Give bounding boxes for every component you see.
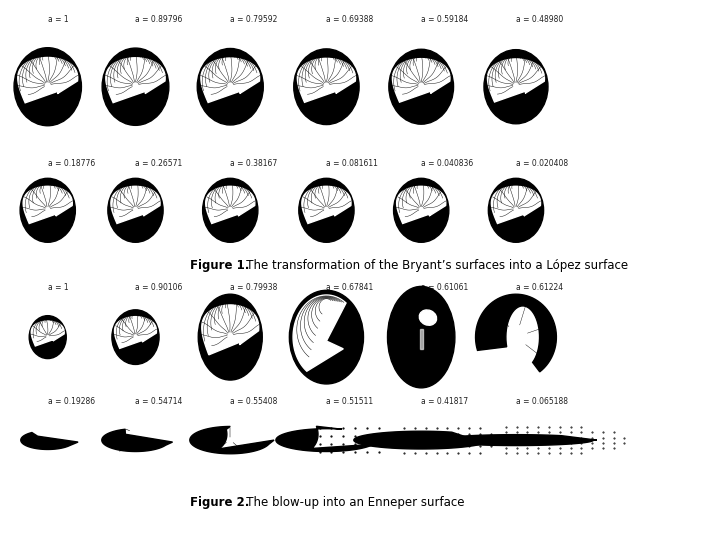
- Text: The blow-up into an Enneper surface: The blow-up into an Enneper surface: [235, 496, 465, 509]
- Polygon shape: [18, 57, 78, 103]
- Polygon shape: [190, 427, 274, 454]
- Text: a = 0.38167: a = 0.38167: [230, 159, 277, 169]
- Text: a = 0.61224: a = 0.61224: [516, 283, 563, 292]
- Ellipse shape: [389, 49, 453, 124]
- Ellipse shape: [197, 48, 263, 125]
- Text: a = 1: a = 1: [48, 283, 68, 292]
- Ellipse shape: [20, 178, 75, 242]
- Polygon shape: [475, 294, 557, 372]
- Text: a = 0.51511: a = 0.51511: [326, 397, 373, 406]
- Text: a = 0.020408: a = 0.020408: [516, 159, 568, 169]
- Polygon shape: [298, 59, 355, 102]
- Polygon shape: [354, 431, 492, 449]
- Text: a = 0.54714: a = 0.54714: [135, 397, 183, 406]
- Text: Figure 2.: Figure 2.: [190, 496, 249, 509]
- Polygon shape: [487, 59, 545, 102]
- Polygon shape: [111, 186, 160, 223]
- Polygon shape: [293, 295, 346, 371]
- Ellipse shape: [394, 178, 449, 242]
- Text: a = 1: a = 1: [48, 15, 68, 24]
- Polygon shape: [392, 59, 450, 102]
- Polygon shape: [397, 186, 446, 223]
- Text: a = 0.90106: a = 0.90106: [135, 283, 183, 292]
- Ellipse shape: [198, 294, 263, 380]
- Polygon shape: [491, 186, 541, 223]
- Ellipse shape: [102, 48, 169, 125]
- Text: a = 0.081611: a = 0.081611: [326, 159, 378, 169]
- Text: a = 0.79592: a = 0.79592: [230, 15, 277, 24]
- Polygon shape: [32, 321, 64, 346]
- Text: a = 0.41817: a = 0.41817: [421, 397, 468, 406]
- Polygon shape: [23, 186, 72, 223]
- Ellipse shape: [299, 178, 354, 242]
- Ellipse shape: [112, 310, 159, 364]
- Text: a = 0.61061: a = 0.61061: [421, 283, 468, 292]
- Text: a = 0.065188: a = 0.065188: [516, 397, 568, 406]
- Ellipse shape: [489, 178, 543, 242]
- Text: a = 0.040836: a = 0.040836: [421, 159, 473, 169]
- Ellipse shape: [14, 48, 81, 126]
- Polygon shape: [276, 426, 380, 451]
- Ellipse shape: [419, 310, 437, 325]
- Text: a = 0.69388: a = 0.69388: [326, 15, 373, 24]
- Text: Figure 1.: Figure 1.: [190, 259, 249, 272]
- Text: a = 0.59184: a = 0.59184: [421, 15, 468, 24]
- Polygon shape: [302, 186, 351, 223]
- Ellipse shape: [484, 50, 548, 124]
- Ellipse shape: [29, 315, 66, 359]
- Polygon shape: [21, 433, 78, 449]
- Polygon shape: [206, 186, 255, 223]
- Ellipse shape: [108, 178, 163, 242]
- Ellipse shape: [203, 178, 258, 242]
- Text: a = 0.48980: a = 0.48980: [516, 15, 563, 24]
- Ellipse shape: [293, 49, 359, 125]
- Ellipse shape: [289, 291, 364, 384]
- Text: a = 0.89796: a = 0.89796: [135, 15, 183, 24]
- Text: a = 0.18776: a = 0.18776: [48, 159, 95, 169]
- Text: a = 0.79938: a = 0.79938: [230, 283, 277, 292]
- Polygon shape: [439, 435, 597, 446]
- Polygon shape: [106, 58, 165, 102]
- Text: a = 0.26571: a = 0.26571: [135, 159, 183, 169]
- Polygon shape: [102, 429, 173, 451]
- Ellipse shape: [388, 286, 455, 388]
- Polygon shape: [420, 330, 423, 349]
- Polygon shape: [201, 305, 259, 355]
- Text: a = 0.67841: a = 0.67841: [326, 283, 373, 292]
- Text: The transformation of the Bryant’s surfaces into a López surface: The transformation of the Bryant’s surfa…: [235, 259, 628, 272]
- Text: a = 0.55408: a = 0.55408: [230, 397, 277, 406]
- Polygon shape: [201, 58, 260, 102]
- Text: a = 0.19286: a = 0.19286: [48, 397, 95, 406]
- Polygon shape: [114, 317, 157, 349]
